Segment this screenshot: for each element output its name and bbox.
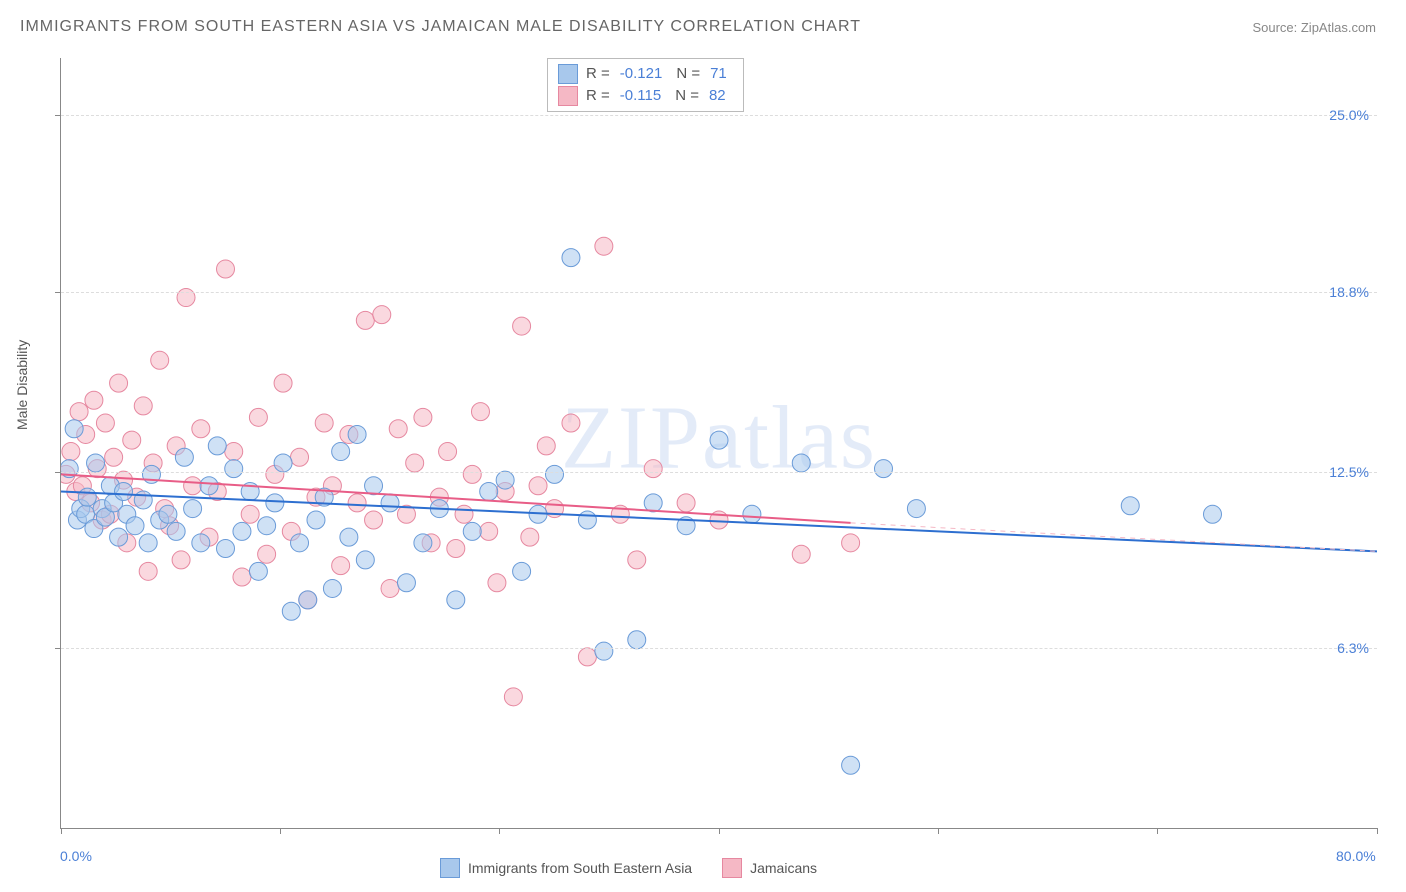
legend-item-2: Jamaicans [722,858,817,878]
swatch-series-1 [558,64,578,84]
legend-swatch-1 [440,858,460,878]
y-tick-label: 12.5% [1329,464,1369,480]
r-label-2: R = [586,85,610,107]
source-label: Source: ZipAtlas.com [1252,20,1376,35]
x-tick-label: 0.0% [60,848,92,864]
legend-item-1: Immigrants from South Eastern Asia [440,858,692,878]
n-label-1: N = [676,63,700,85]
bottom-legend: Immigrants from South Eastern Asia Jamai… [440,858,817,878]
y-tick-label: 18.8% [1329,284,1369,300]
plot-area: ZIPatlas R = -0.121 N = 71 R = -0.115 N … [60,58,1377,829]
legend-swatch-2 [722,858,742,878]
x-tick-label: 80.0% [1336,848,1376,864]
r-value-1: -0.121 [620,63,663,85]
n-value-2: 82 [709,85,726,107]
stats-row-2: R = -0.115 N = 82 [558,85,733,107]
stats-row-1: R = -0.121 N = 71 [558,63,733,85]
chart-title: IMMIGRANTS FROM SOUTH EASTERN ASIA VS JA… [20,18,861,36]
swatch-series-2 [558,86,578,106]
r-label-1: R = [586,63,610,85]
n-value-1: 71 [710,63,727,85]
n-label-2: N = [675,85,699,107]
y-tick-label: 6.3% [1337,640,1369,656]
y-axis-label: Male Disability [14,340,30,430]
y-tick-label: 25.0% [1329,107,1369,123]
r-value-2: -0.115 [620,85,661,107]
legend-label-2: Jamaicans [750,860,817,876]
scatter-plot-svg [61,58,1377,828]
legend-label-1: Immigrants from South Eastern Asia [468,860,692,876]
stats-legend-box: R = -0.121 N = 71 R = -0.115 N = 82 [547,58,744,112]
chart-container: IMMIGRANTS FROM SOUTH EASTERN ASIA VS JA… [0,0,1406,892]
